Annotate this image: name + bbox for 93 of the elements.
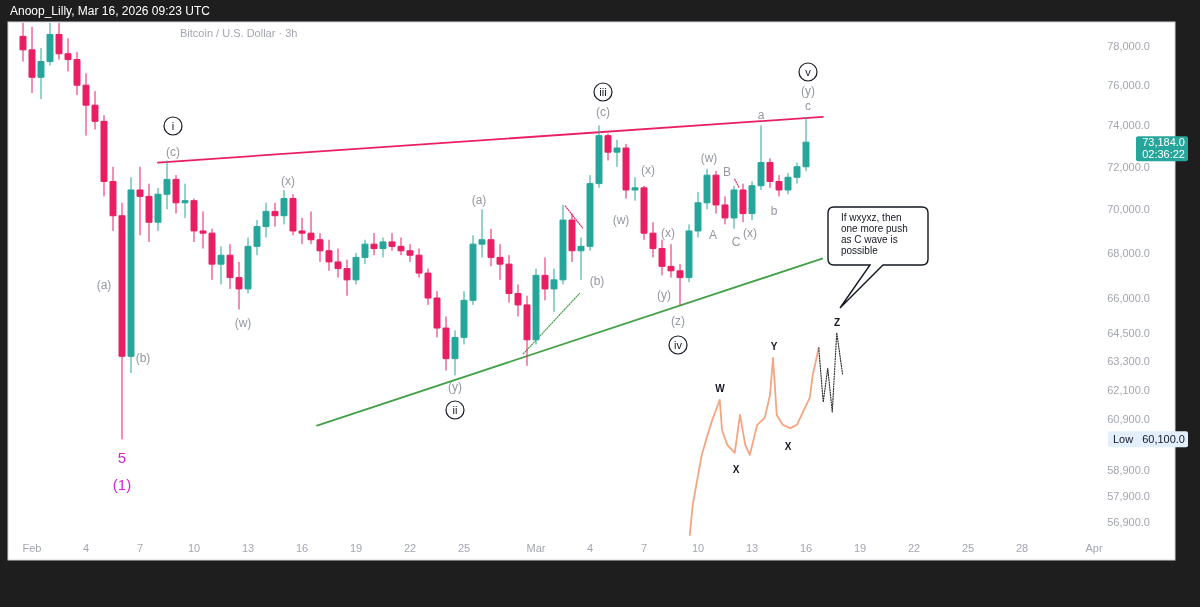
x-tick-label: 25	[457, 542, 471, 554]
annotation: (x)	[641, 163, 655, 177]
annotation: B	[722, 165, 732, 179]
annotation: If wxyxz, then one more push as C wave is possible	[841, 212, 908, 256]
annotation: (c)	[166, 145, 180, 159]
candlestick	[217, 245, 225, 285]
annotation: (1)	[112, 476, 132, 493]
x-tick-label: 28	[1015, 542, 1029, 554]
x-tick-label: 19	[349, 542, 363, 554]
candlestick	[379, 237, 387, 258]
line-series	[818, 332, 844, 413]
annotation: (a)	[96, 278, 112, 292]
x-tick-label: 19	[853, 542, 867, 554]
chart-subtitle: Anoop_Lilly, Mar 16, 2026 09:23 UTC	[10, 4, 211, 18]
x-tick-label: 10	[691, 542, 705, 554]
x-tick-label: Mar	[526, 542, 546, 554]
annotation: v	[805, 66, 812, 78]
y-tick-label: 57,900.0	[1107, 489, 1150, 502]
annotation: (w)	[700, 151, 718, 165]
x-tick-label: 22	[907, 542, 921, 554]
x-tick-label: 22	[403, 542, 417, 554]
candlestick	[127, 176, 135, 374]
annotation: (w)	[612, 213, 630, 227]
annotation: 73,184.0	[1142, 136, 1185, 149]
annotation: C	[731, 235, 741, 249]
x-tick-label: 16	[799, 542, 813, 554]
annotation: X	[784, 441, 792, 452]
x-tick-label: 25	[961, 542, 975, 554]
y-tick-label: 66,000.0	[1107, 292, 1150, 305]
candlestick	[613, 139, 621, 168]
y-tick-label: 76,000.0	[1107, 79, 1150, 92]
y-tick-label: 62,100.0	[1107, 383, 1150, 396]
annotation: a	[757, 108, 765, 122]
annotation: (w)	[234, 316, 252, 330]
annotation: b	[770, 204, 778, 218]
y-tick-label: 63,300.0	[1107, 355, 1150, 368]
annotation: Y	[770, 341, 778, 352]
y-tick-label: 70,000.0	[1107, 203, 1150, 216]
annotation: 02:36:22	[1142, 148, 1185, 161]
x-tick-label: 10	[187, 542, 201, 554]
annotation: (x)	[661, 226, 675, 240]
annotation: (z)	[671, 314, 685, 328]
y-tick-label: 60,900.0	[1107, 413, 1150, 426]
x-tick-label: Feb	[22, 542, 42, 554]
y-tick-label: 72,000.0	[1107, 160, 1150, 173]
candlestick	[181, 183, 189, 219]
candlestick	[739, 183, 747, 223]
annotation: ii	[452, 404, 458, 416]
annotation: (x)	[281, 174, 295, 188]
annotation: iii	[599, 86, 607, 98]
candlestick	[532, 268, 540, 345]
chart-title: Bitcoin / U.S. Dollar · 3h	[180, 27, 298, 39]
x-tick-label: 13	[745, 542, 759, 554]
candlestick	[604, 133, 612, 161]
candlestick	[730, 185, 738, 230]
candlestick	[172, 174, 180, 215]
annotation: (b)	[589, 274, 605, 288]
annotation: (x)	[743, 226, 757, 240]
candlestick	[541, 256, 549, 301]
annotation: (y)	[657, 288, 671, 302]
candlestick	[631, 176, 639, 202]
annotation: (b)	[135, 351, 151, 365]
annotation: X	[732, 464, 740, 475]
y-tick-label: 64,500.0	[1107, 326, 1150, 339]
annotation: iv	[674, 339, 683, 351]
candlestick	[622, 143, 630, 200]
annotation: 5	[117, 449, 127, 466]
x-tick-label: 7	[136, 542, 144, 554]
y-tick-label: 78,000.0	[1107, 39, 1150, 52]
candlestick	[370, 232, 378, 256]
x-tick-label: 4	[586, 542, 594, 554]
x-tick-label: 7	[640, 542, 648, 554]
x-tick-label: 16	[295, 542, 309, 554]
y-tick-label: 68,000.0	[1107, 246, 1150, 259]
annotation: Low	[1113, 433, 1134, 446]
x-tick-label: Apr	[1085, 542, 1103, 554]
annotation: (c)	[596, 105, 610, 119]
annotation: 60,100.0	[1142, 433, 1185, 446]
annotation: (y)	[801, 84, 815, 98]
y-tick-label: 58,900.0	[1107, 463, 1150, 476]
annotation: (a)	[471, 193, 487, 207]
x-tick-label: 13	[241, 542, 255, 554]
candlestick	[271, 202, 279, 228]
x-tick-label: 4	[82, 542, 90, 554]
annotation: Z	[833, 317, 841, 328]
annotation: c	[805, 99, 811, 113]
annotation: A	[708, 228, 718, 242]
annotation: W	[715, 383, 726, 394]
annotation: (y)	[448, 380, 462, 394]
y-tick-label: 56,900.0	[1107, 515, 1150, 528]
candlestick	[280, 189, 288, 225]
y-tick-label: 74,000.0	[1107, 119, 1150, 132]
annotation: i	[171, 120, 175, 132]
